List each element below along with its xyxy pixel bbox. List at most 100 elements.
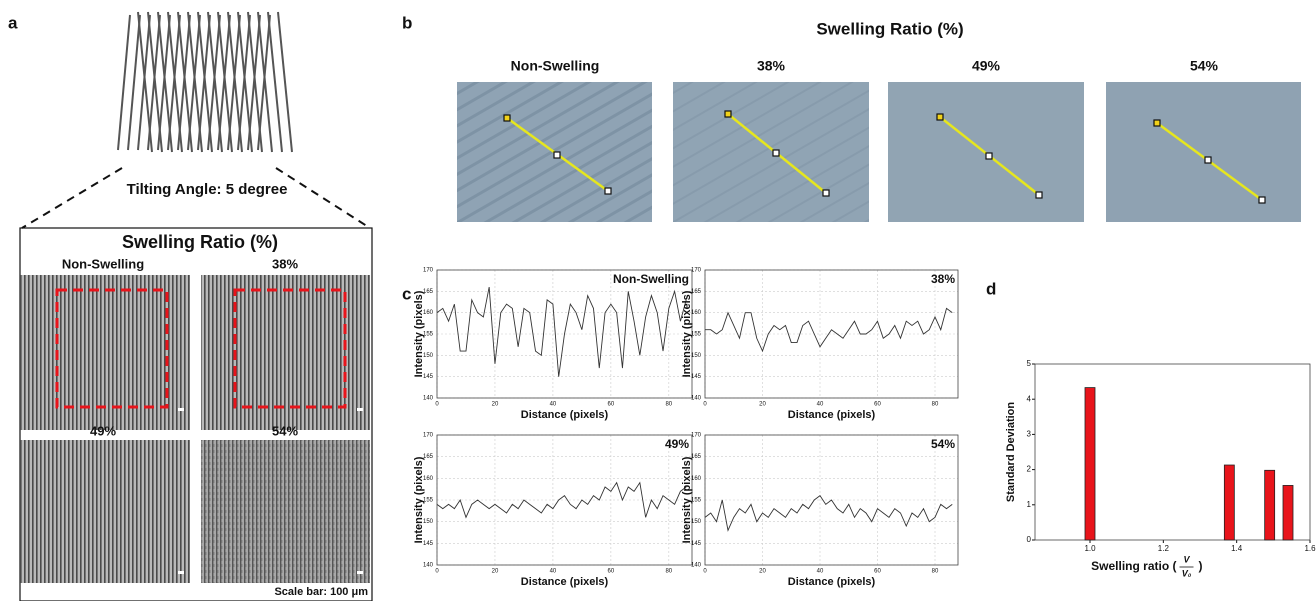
x-tick-label: 60 [874,569,881,575]
plot-frame [704,434,959,566]
x-axis-label: Distance (pixels) [521,409,609,421]
x-axis-label: Distance (pixels) [521,576,609,588]
x-axis-label: ) [1199,559,1203,573]
bar [1084,387,1096,541]
bar [1282,485,1294,541]
x-axis-label: Swelling ratio ( [1091,559,1176,573]
scale-label: Scale bar: 100 μm [274,586,368,598]
profile-lines [503,110,1266,204]
x-tick-label: 1.2 [1158,544,1170,553]
profile-handle [1153,119,1161,127]
profile-curve [704,495,953,532]
fiber [257,14,271,151]
x-tick-label: 80 [932,402,939,408]
x-tick-label: 20 [492,569,499,575]
fiber [197,14,211,151]
panel-label: c [402,284,411,303]
x-tick-label: 40 [550,402,557,408]
x-tick-label: 80 [665,569,672,575]
chart-title: 49% [665,437,689,451]
y-axis-label: Intensity (pixels) [413,456,425,543]
y-tick-label: 160 [691,310,702,316]
y-tick-label: 150 [691,353,702,359]
x-tick-label: 40 [817,569,824,575]
micrograph [201,275,370,430]
roi-box [55,288,169,409]
image-label: 49% [972,58,1001,74]
y-tick-label: 145 [691,374,702,380]
zoom-line [21,167,123,229]
profile-curve [705,307,953,353]
x-tick-label: 1.4 [1231,544,1243,553]
profile-handle [772,149,780,157]
profile-handle [936,113,944,121]
image-label: 54% [272,423,298,438]
profile-handle [604,187,612,195]
scale-bar [178,571,184,574]
y-tick-label: 5 [1027,359,1032,368]
image-label: 38% [272,256,298,271]
profile-handle [1035,191,1043,199]
profile-handle [724,110,732,118]
profile-handle [553,151,561,159]
y-tick-label: 155 [691,498,702,504]
fiber [237,14,251,151]
panel-title: Swelling Ratio (%) [816,19,963,38]
image-label: Non-Swelling [511,58,600,74]
bar [1223,464,1235,541]
fiber [167,14,181,151]
scale-bar [178,408,184,411]
profile-curve [436,286,687,377]
y-tick-label: 150 [423,353,434,359]
roi-box [233,288,347,409]
micrograph [1106,82,1301,222]
y-tick-label: 2 [1027,465,1032,474]
x-axis-label: Distance (pixels) [788,576,876,588]
y-tick-label: 140 [691,396,702,402]
plot-frame [436,269,693,399]
y-axis-label: Intensity (pixels) [681,290,693,377]
y-tick-label: 160 [423,310,434,316]
tilted-fibers [117,11,293,153]
micrograph [20,275,190,430]
y-tick-label: 3 [1027,430,1032,439]
x-tick-label: 0 [435,402,439,408]
fiber [207,14,221,151]
x-tick-label: 40 [817,402,824,408]
fiber [267,11,283,153]
y-tick-label: 155 [691,332,702,338]
y-tick-label: 150 [423,519,434,525]
y-axis-label: Intensity (pixels) [681,456,693,543]
bar [1264,469,1276,541]
x-tick-label: 20 [492,402,499,408]
profile-handle [1204,156,1212,164]
image-label: 49% [90,423,116,438]
panel-label: a [8,13,18,32]
panel-title: Swelling Ratio (%) [122,232,278,252]
panel-label: b [402,13,412,32]
y-tick-label: 140 [691,563,702,569]
y-tick-label: 140 [423,563,434,569]
profile-curve [436,481,687,519]
x-tick-label: 40 [550,569,557,575]
tilt-label: Tilting Angle: 5 degree [127,181,288,198]
y-axis-label: Intensity (pixels) [413,290,425,377]
chart-title: 38% [931,272,955,286]
y-tick-label: 145 [691,541,702,547]
fiber [217,14,231,151]
profile-handle [822,189,830,197]
y-tick-label: 170 [691,433,702,439]
y-tick-label: 165 [691,454,702,460]
y-tick-label: 150 [691,519,702,525]
fiber [227,14,241,151]
micrograph [201,440,370,583]
image-label: Non-Swelling [62,256,144,271]
x-tick-label: 80 [932,569,939,575]
x-tick-label: 20 [759,402,766,408]
plot-frame [1034,363,1311,541]
plot-frame [436,434,693,566]
x-tick-label: 80 [665,402,672,408]
y-tick-label: 170 [423,268,434,274]
y-tick-label: 155 [423,498,434,504]
